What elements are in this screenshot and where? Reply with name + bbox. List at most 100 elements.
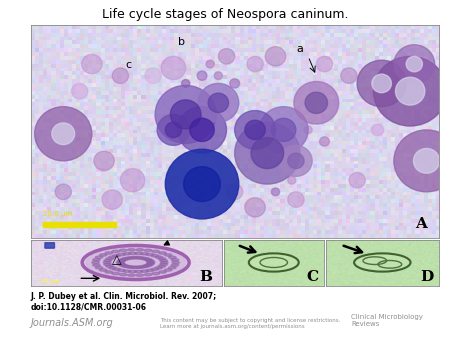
Circle shape [142, 265, 150, 267]
Circle shape [271, 188, 279, 196]
Text: Clinical Microbiology
Reviews: Clinical Microbiology Reviews [351, 314, 423, 327]
Circle shape [112, 272, 119, 275]
Text: c: c [126, 60, 131, 70]
Circle shape [279, 145, 312, 176]
Circle shape [119, 259, 127, 261]
Circle shape [259, 107, 308, 153]
Circle shape [146, 263, 153, 266]
Circle shape [159, 252, 166, 254]
Circle shape [171, 259, 179, 261]
Circle shape [105, 271, 112, 273]
Circle shape [147, 260, 154, 263]
Circle shape [357, 60, 406, 107]
Circle shape [304, 126, 312, 134]
Circle shape [136, 274, 144, 276]
Circle shape [305, 92, 328, 114]
Circle shape [144, 249, 152, 251]
Text: J. P. Dubey et al. Clin. Microbiol. Rev. 2007;
doi:10.1128/CMR.00031-06: J. P. Dubey et al. Clin. Microbiol. Rev.… [31, 292, 217, 312]
Circle shape [147, 261, 155, 264]
Circle shape [104, 259, 112, 262]
Circle shape [105, 252, 112, 254]
Circle shape [372, 74, 392, 93]
Circle shape [190, 118, 214, 142]
Circle shape [151, 255, 159, 257]
Circle shape [294, 81, 339, 124]
Circle shape [161, 261, 168, 264]
Circle shape [320, 137, 329, 146]
Circle shape [117, 262, 125, 265]
Circle shape [72, 83, 88, 99]
Circle shape [354, 254, 410, 272]
Circle shape [164, 254, 172, 256]
Circle shape [197, 71, 207, 80]
Circle shape [394, 130, 450, 192]
Circle shape [144, 264, 152, 267]
Circle shape [134, 257, 141, 259]
Circle shape [95, 266, 103, 269]
Text: C: C [306, 270, 319, 284]
Circle shape [171, 100, 201, 129]
Circle shape [140, 257, 147, 260]
Circle shape [152, 250, 160, 252]
Circle shape [112, 268, 120, 270]
Circle shape [106, 265, 113, 267]
Circle shape [271, 118, 296, 142]
Circle shape [124, 257, 132, 260]
Circle shape [129, 270, 136, 273]
Circle shape [171, 264, 179, 266]
Text: 10 μm: 10 μm [40, 279, 60, 284]
Circle shape [94, 151, 114, 171]
Circle shape [208, 93, 229, 113]
Circle shape [127, 266, 135, 268]
Circle shape [247, 56, 263, 72]
Circle shape [152, 272, 160, 275]
Circle shape [55, 184, 72, 199]
Circle shape [119, 249, 127, 251]
Circle shape [235, 111, 275, 149]
Circle shape [266, 47, 286, 66]
Circle shape [206, 60, 214, 68]
Circle shape [144, 259, 152, 261]
Circle shape [118, 259, 126, 262]
Circle shape [81, 54, 102, 74]
Circle shape [117, 260, 125, 263]
Circle shape [123, 270, 130, 272]
Text: D: D [420, 270, 433, 284]
Circle shape [182, 79, 190, 87]
Circle shape [135, 252, 143, 255]
Circle shape [164, 269, 172, 271]
Circle shape [35, 107, 92, 161]
Circle shape [92, 261, 99, 264]
Text: b: b [178, 37, 185, 47]
Circle shape [157, 114, 190, 145]
Circle shape [130, 257, 138, 259]
Circle shape [160, 263, 167, 266]
Circle shape [396, 77, 425, 105]
Circle shape [155, 86, 216, 143]
Circle shape [122, 258, 129, 260]
Circle shape [394, 45, 435, 83]
Circle shape [214, 72, 222, 79]
Circle shape [146, 254, 154, 256]
Circle shape [136, 266, 144, 268]
Circle shape [102, 190, 122, 209]
Circle shape [198, 83, 239, 122]
Circle shape [165, 149, 239, 219]
Circle shape [117, 261, 124, 264]
Circle shape [118, 263, 126, 266]
Circle shape [155, 256, 162, 258]
Circle shape [140, 265, 147, 268]
Circle shape [141, 252, 148, 255]
Circle shape [112, 68, 129, 83]
Circle shape [288, 176, 296, 184]
Circle shape [230, 79, 239, 88]
Text: A: A [414, 217, 427, 231]
Circle shape [155, 267, 162, 269]
Circle shape [99, 254, 107, 256]
FancyBboxPatch shape [45, 243, 54, 248]
Circle shape [151, 268, 159, 270]
Circle shape [108, 256, 116, 258]
Circle shape [288, 153, 304, 169]
Circle shape [178, 107, 226, 153]
Circle shape [158, 258, 166, 260]
